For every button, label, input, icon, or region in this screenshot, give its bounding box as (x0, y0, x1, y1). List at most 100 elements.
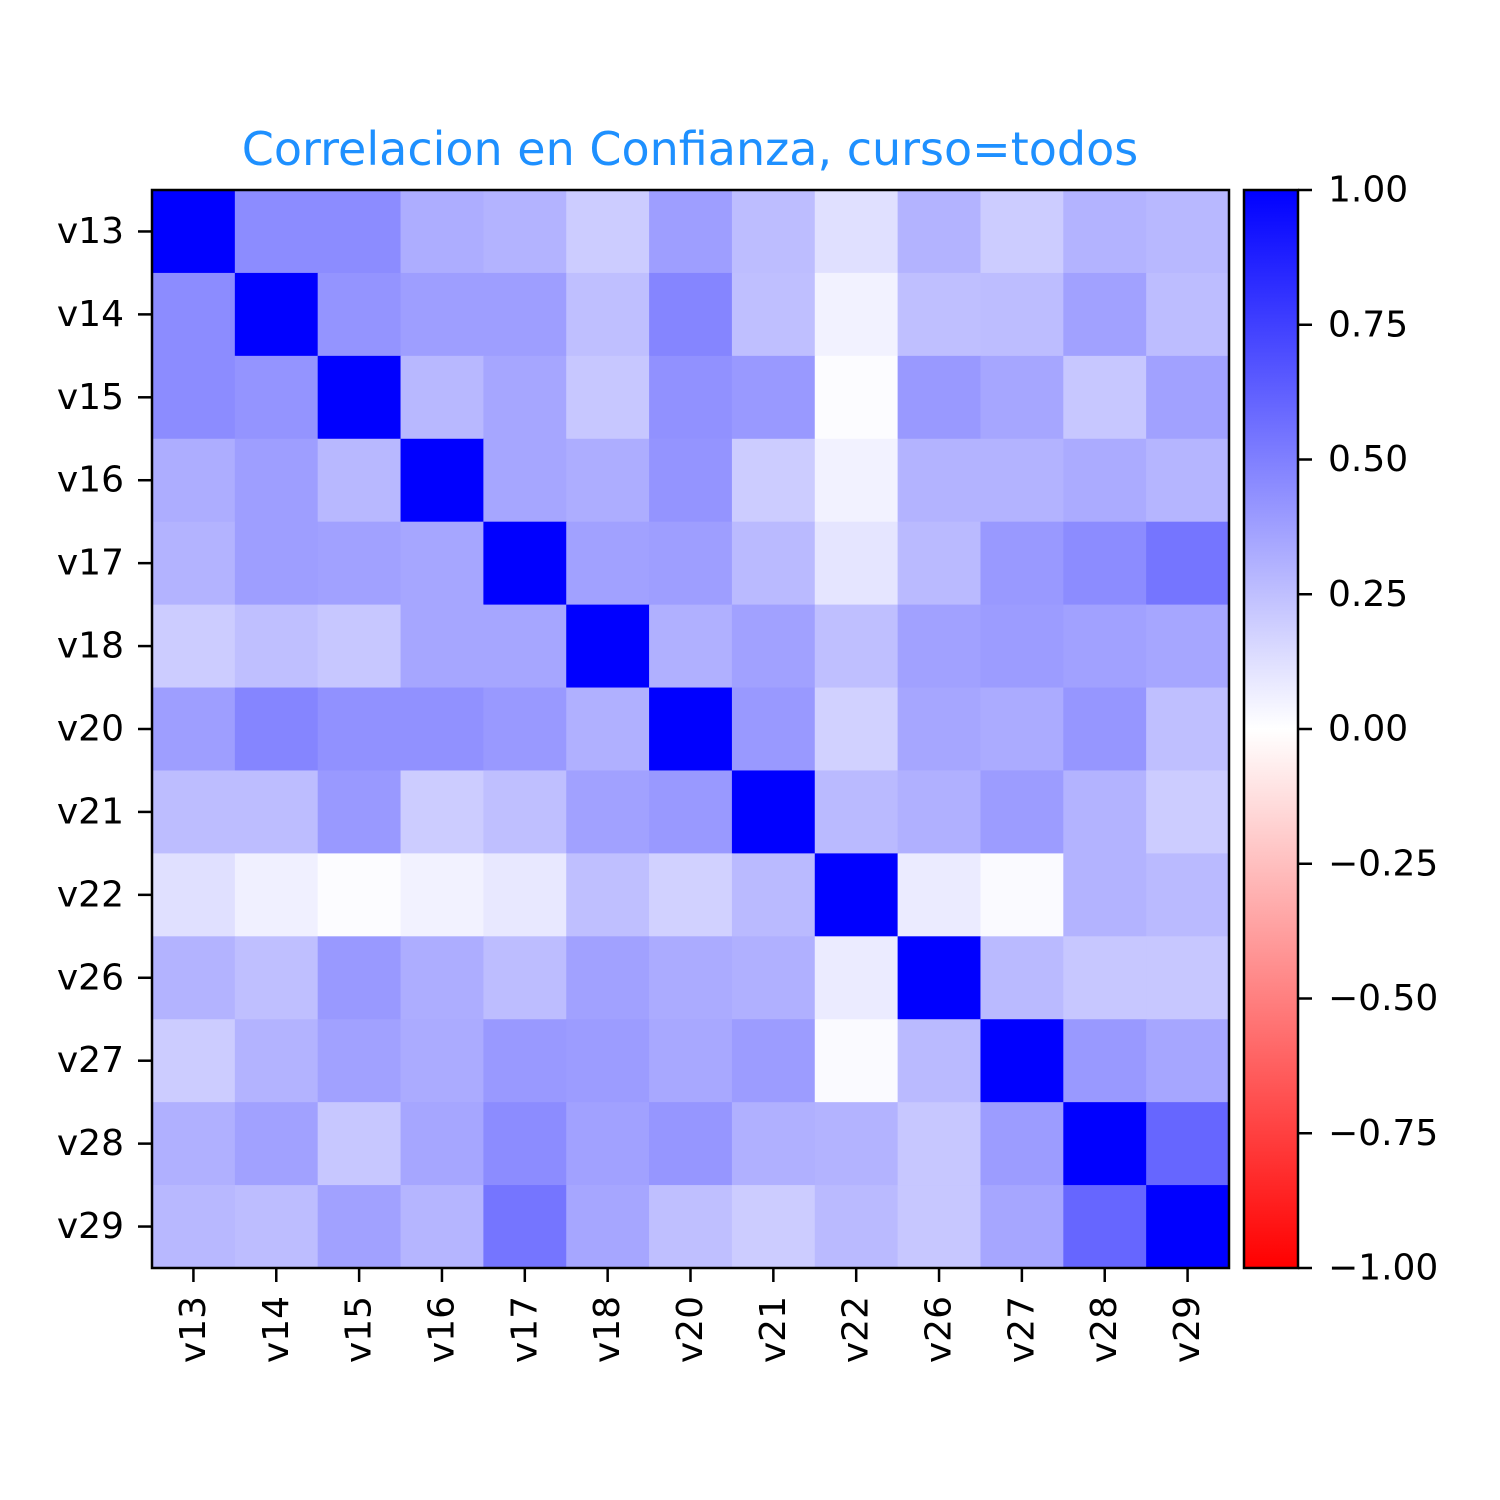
heatmap-cell-v14-v20 (649, 272, 733, 357)
heatmap-cell-v22-v17 (483, 853, 567, 937)
y-tick-label: v18 (57, 626, 124, 667)
heatmap-cell-v17-v21 (731, 521, 816, 606)
heatmap-cell-v21-v26 (897, 770, 982, 854)
heatmap-cell-v22-v20 (649, 853, 733, 937)
colorbar-tick-label: −0.25 (1328, 843, 1438, 884)
heatmap-cell-v21-v20 (649, 770, 733, 854)
heatmap-cell-v18-v16 (400, 604, 484, 689)
heatmap-cell-v20-v15 (317, 687, 402, 772)
heatmap-cell-v13-v26 (897, 190, 982, 274)
heatmap-cell-v16-v26 (897, 438, 982, 523)
heatmap-cell-v26-v18 (566, 936, 650, 1020)
y-tick-label: v21 (57, 791, 124, 832)
heatmap-cells (152, 190, 1230, 1269)
heatmap-cell-v21-v22 (814, 770, 899, 854)
heatmap-cell-v14-v14 (234, 272, 319, 357)
heatmap-cell-v14-v28 (1063, 272, 1147, 357)
heatmap-cell-v18-v22 (814, 604, 899, 689)
x-tick-label: v17 (504, 1296, 545, 1363)
heatmap-cell-v15-v15 (317, 355, 402, 440)
heatmap-cell-v27-v29 (1146, 1019, 1230, 1103)
heatmap-cell-v21-v21 (731, 770, 816, 854)
heatmap-cell-v16-v29 (1146, 438, 1230, 523)
heatmap-cell-v13-v17 (483, 190, 567, 274)
heatmap-cell-v26-v26 (897, 936, 982, 1020)
heatmap-cell-v16-v21 (731, 438, 816, 523)
y-tick-label: v14 (57, 294, 124, 335)
heatmap-cell-v15-v26 (897, 355, 982, 440)
y-tick-label: v28 (57, 1123, 124, 1164)
heatmap-cell-v20-v26 (897, 687, 982, 772)
heatmap-cell-v15-v29 (1146, 355, 1230, 440)
heatmap-cell-v14-v15 (317, 272, 402, 357)
x-tick-label: v26 (919, 1296, 960, 1363)
heatmap-cell-v28-v20 (649, 1102, 733, 1186)
heatmap-cell-v26-v13 (152, 936, 236, 1020)
heatmap-cell-v20-v17 (483, 687, 567, 772)
x-tick-label: v16 (421, 1296, 462, 1363)
heatmap-cell-v15-v22 (814, 355, 899, 440)
heatmap-cell-v15-v28 (1063, 355, 1147, 440)
heatmap-cell-v22-v13 (152, 853, 236, 937)
colorbar-tick-label: −0.50 (1328, 978, 1438, 1019)
heatmap-cell-v28-v13 (152, 1102, 236, 1186)
heatmap-cell-v29-v16 (400, 1185, 484, 1269)
heatmap-cell-v26-v17 (483, 936, 567, 1020)
heatmap-cell-v26-v16 (400, 936, 484, 1020)
heatmap-cell-v18-v18 (566, 604, 650, 689)
y-tick-label: v15 (57, 377, 124, 418)
heatmap-cell-v13-v18 (566, 190, 650, 274)
heatmap-cell-v28-v29 (1146, 1102, 1230, 1186)
x-tick-label: v27 (1001, 1296, 1042, 1363)
heatmap-cell-v27-v20 (649, 1019, 733, 1103)
heatmap-cell-v27-v18 (566, 1019, 650, 1103)
heatmap-cell-v27-v27 (980, 1019, 1064, 1103)
heatmap-cell-v16-v14 (234, 438, 319, 523)
x-tick-label: v13 (173, 1296, 214, 1363)
heatmap-cell-v18-v20 (649, 604, 733, 689)
heatmap-cell-v21-v16 (400, 770, 484, 854)
heatmap-cell-v29-v15 (317, 1185, 402, 1269)
heatmap-cell-v21-v28 (1063, 770, 1147, 854)
heatmap-cell-v22-v28 (1063, 853, 1147, 937)
heatmap-cell-v22-v14 (234, 853, 319, 937)
y-axis-ticks: v13 v14 v15 v16 v17 v18 v20 v21 v22 v26 v27 v28 v29 (57, 211, 152, 1247)
heatmap-cell-v13-v29 (1146, 190, 1230, 274)
heatmap-cell-v16-v15 (317, 438, 402, 523)
heatmap-cell-v29-v26 (897, 1185, 982, 1269)
heatmap-cell-v14-v27 (980, 272, 1064, 357)
x-tick-label: v20 (670, 1296, 711, 1363)
heatmap-cell-v20-v28 (1063, 687, 1147, 772)
heatmap-cell-v29-v22 (814, 1185, 899, 1269)
x-tick-label: v29 (1167, 1296, 1208, 1363)
heatmap-cell-v21-v17 (483, 770, 567, 854)
heatmap-cell-v18-v15 (317, 604, 402, 689)
x-axis-ticks: v13 v14 v15 v16 v17 v18 v20 v21 v22 v26 v27 v28 v29 (173, 1268, 1208, 1363)
heatmap-cell-v17-v20 (649, 521, 733, 606)
y-tick-label: v17 (57, 543, 124, 584)
heatmap-cell-v28-v27 (980, 1102, 1064, 1186)
colorbar-tick-label: 0.00 (1328, 709, 1408, 750)
heatmap-cell-v22-v15 (317, 853, 402, 937)
colorbar-tick-label: 0.50 (1328, 439, 1408, 480)
heatmap-cell-v17-v26 (897, 521, 982, 606)
heatmap-cell-v29-v14 (234, 1185, 319, 1269)
heatmap-cell-v27-v21 (731, 1019, 816, 1103)
heatmap-cell-v27-v26 (897, 1019, 982, 1103)
x-tick-label: v15 (339, 1296, 380, 1363)
heatmap-frame (150, 188, 1231, 1270)
heatmap-cell-v16-v17 (483, 438, 567, 523)
heatmap-cell-v18-v21 (731, 604, 816, 689)
heatmap-cell-v29-v13 (152, 1185, 236, 1269)
heatmap-cell-v22-v27 (980, 853, 1064, 937)
heatmap-cell-v20-v21 (731, 687, 816, 772)
x-tick-label: v22 (836, 1296, 877, 1363)
x-tick-label: v21 (753, 1296, 794, 1363)
heatmap-cell-v21-v27 (980, 770, 1064, 854)
colorbar-tick-label: 0.75 (1328, 304, 1408, 345)
heatmap-cell-v13-v27 (980, 190, 1064, 274)
heatmap-cell-v20-v16 (400, 687, 484, 772)
colorbar-tick-label: −1.00 (1328, 1248, 1438, 1289)
heatmap-cell-v20-v13 (152, 687, 236, 772)
